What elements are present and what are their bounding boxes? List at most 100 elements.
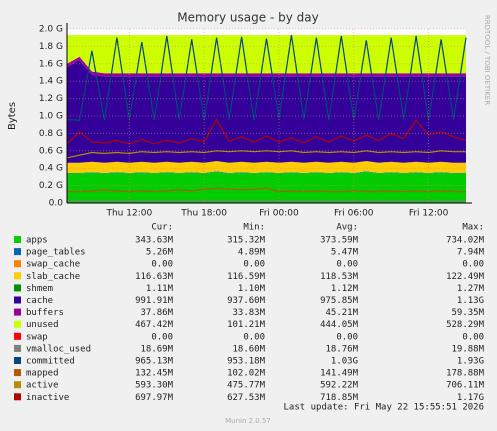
area <box>67 60 466 163</box>
x-tick-label: Thu 12:00 <box>105 209 152 219</box>
legend-stat: 102.02M <box>227 369 266 379</box>
legend-stat: 444.05M <box>320 320 359 330</box>
legend-name: swap <box>26 332 48 342</box>
legend-header: Cur: <box>151 223 173 233</box>
y-tick-label: 0.2 G <box>39 181 63 191</box>
legend-stat: 59.35M <box>451 308 484 318</box>
line <box>66 118 467 145</box>
legend-stat: 0.00 <box>151 332 173 342</box>
legend-stat: 45.21M <box>325 308 358 318</box>
y-tick-label: 2.0 G <box>39 25 63 35</box>
legend-swatch <box>14 260 21 268</box>
legend-stat: 975.85M <box>320 296 359 306</box>
legend-stat: 1.10M <box>238 284 266 294</box>
legend-stat: 132.45M <box>135 369 174 379</box>
legend-name: apps <box>26 236 48 246</box>
legend-stat: 0.00 <box>243 260 265 270</box>
legend-stat: 373.59M <box>320 236 359 246</box>
legend-swatch <box>14 248 21 256</box>
legend-swatch <box>14 296 21 304</box>
legend-stat: 697.97M <box>135 393 174 403</box>
legend-swatch <box>14 272 21 280</box>
legend-stat: 1.12M <box>331 284 359 294</box>
legend-stat: 343.63M <box>135 236 174 246</box>
legend-stat: 528.29M <box>446 320 485 330</box>
legend-name: page_tables <box>26 248 86 258</box>
legend-name: committed <box>26 357 75 367</box>
legend-name: buffers <box>26 308 64 318</box>
legend-stat: 141.49M <box>320 369 359 379</box>
area <box>67 171 466 174</box>
legend-stat: 592.22M <box>320 381 359 391</box>
legend-stat: 991.91M <box>135 296 174 306</box>
legend-swatch <box>14 393 21 401</box>
legend-stat: 116.59M <box>227 272 266 282</box>
area <box>67 161 466 173</box>
legend-name: inactive <box>26 393 69 403</box>
legend-stat: 18.60M <box>232 344 265 354</box>
legend-stat: 0.00 <box>243 332 265 342</box>
legend-swatch <box>14 320 21 328</box>
legend-name: shmem <box>26 284 53 294</box>
y-tick-label: 1.2 G <box>39 94 63 104</box>
area <box>67 161 466 163</box>
legend-stat: 593.30M <box>135 381 174 391</box>
legend-stat: 953.18M <box>227 357 266 367</box>
legend-stat: 1.93G <box>457 357 484 367</box>
footer: Munin 2.0.57 <box>225 417 271 425</box>
legend-swatch <box>14 369 21 377</box>
legend-stat: 118.53M <box>320 272 359 282</box>
y-tick-label: 1.8 G <box>39 42 63 52</box>
legend-stat: 122.49M <box>446 272 485 282</box>
legend-stat: 0.00 <box>462 332 484 342</box>
legend-stat: 4.89M <box>238 248 266 258</box>
legend-stat: 116.63M <box>135 272 174 282</box>
legend-stat: 1.13G <box>457 296 484 306</box>
legend-name: mapped <box>26 369 59 379</box>
legend-stat: 5.47M <box>331 248 359 258</box>
last-update: Last update: Fri May 22 15:55:51 2026 <box>284 403 484 413</box>
legend-header: Max: <box>462 223 484 233</box>
legend-stat: 178.88M <box>446 369 485 379</box>
legend-stat: 18.76M <box>325 344 358 354</box>
legend-header: Min: <box>243 223 265 233</box>
legend-swatch <box>14 236 21 243</box>
x-tick-label: Fri 06:00 <box>334 209 374 219</box>
y-tick-label: 1.6 G <box>39 59 63 69</box>
y-tick-label: 0.8 G <box>39 129 63 139</box>
x-tick-label: Fri 00:00 <box>259 209 299 219</box>
legend-stat: 18.69M <box>140 344 173 354</box>
legend-name: cache <box>26 296 53 306</box>
legend-stat: 0.00 <box>336 332 358 342</box>
y-tick-label: 0.0 <box>49 199 64 209</box>
legend-stat: 19.88M <box>451 344 484 354</box>
y-tick-label: 0.6 G <box>39 146 63 156</box>
legend-name: vmalloc_used <box>26 344 91 354</box>
legend-stat: 0.00 <box>151 260 173 270</box>
legend-stat: 33.83M <box>232 308 265 318</box>
line <box>67 187 466 193</box>
legend-stat: 5.26M <box>146 248 174 258</box>
legend-swatch <box>14 344 21 352</box>
legend-stat: 467.42M <box>135 320 174 330</box>
y-tick-label: 1.0 G <box>39 112 63 122</box>
legend-stat: 937.60M <box>227 296 266 306</box>
chart-title: Memory usage - by day <box>177 11 318 25</box>
legend-stat: 734.02M <box>446 236 485 246</box>
legend-name: swap_cache <box>26 260 80 270</box>
legend-stat: 1.17G <box>457 393 484 403</box>
legend-stat: 315.32M <box>227 236 266 246</box>
legend-stat: 718.85M <box>320 393 359 403</box>
y-axis-label: Bytes <box>7 102 18 130</box>
y-tick-label: 1.4 G <box>39 77 63 87</box>
legend-name: active <box>26 381 59 391</box>
legend-stat: 706.11M <box>446 381 485 391</box>
legend-swatch <box>14 308 21 316</box>
watermark: RRDTOOL / TOBI OETIKER <box>483 15 491 105</box>
area <box>67 171 466 203</box>
legend-swatch <box>14 381 21 389</box>
legend-stat: 965.13M <box>135 357 174 367</box>
legend-stat: 101.21M <box>227 320 266 330</box>
